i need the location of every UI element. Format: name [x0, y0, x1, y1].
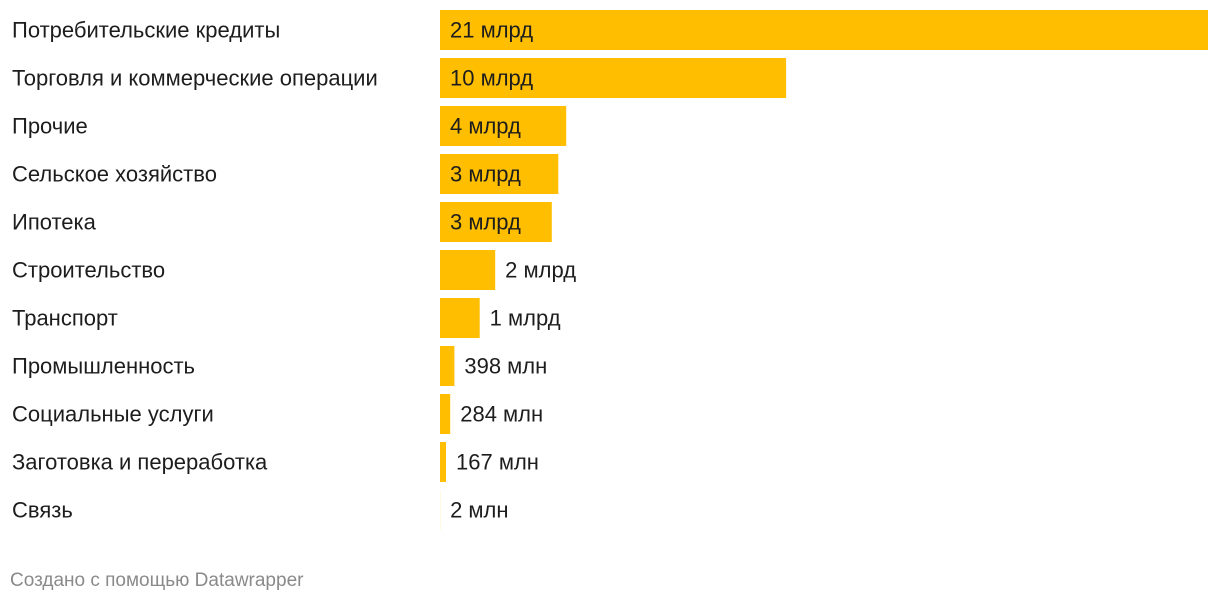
- value-label: 398 млн: [464, 354, 547, 379]
- category-label: Заготовка и переработка: [12, 450, 268, 475]
- datawrapper-credit[interactable]: Создано с помощью Datawrapper: [10, 570, 304, 591]
- bar[interactable]: [440, 298, 480, 338]
- bars: [440, 10, 1208, 530]
- value-label: 284 млн: [460, 402, 543, 427]
- value-labels: 21 млрд 10 млрд 4 млрд 3 млрд 3 млрд 2 млрд 1 …: [450, 18, 576, 523]
- category-label: Ипотека: [12, 210, 97, 235]
- value-label: 167 млн: [456, 450, 539, 475]
- category-label: Строительство: [12, 258, 165, 283]
- category-label: Сельское хозяйство: [12, 162, 217, 187]
- category-labels: Потребительские кредиты Торговля и коммер…: [12, 18, 378, 523]
- value-label: 10 млрд: [450, 66, 533, 91]
- value-label: 3 млрд: [450, 162, 521, 187]
- category-label: Потребительские кредиты: [12, 18, 280, 43]
- bar-chart: Потребительские кредиты Торговля и коммер…: [12, 10, 1208, 530]
- value-label: 3 млрд: [450, 210, 521, 235]
- value-label: 4 млрд: [450, 114, 521, 139]
- bar[interactable]: [440, 442, 446, 482]
- category-label: Социальные услуги: [12, 402, 214, 427]
- bar[interactable]: [440, 58, 787, 98]
- bar[interactable]: [440, 10, 1208, 50]
- value-label: 1 млрд: [490, 306, 561, 331]
- category-label: Прочие: [12, 114, 88, 139]
- bar[interactable]: [440, 154, 559, 194]
- category-label: Промышленность: [12, 354, 195, 379]
- bar[interactable]: [440, 346, 455, 386]
- bar[interactable]: [440, 106, 567, 146]
- bar[interactable]: [440, 202, 552, 242]
- category-label: Связь: [12, 498, 73, 523]
- category-label: Транспорт: [12, 306, 118, 331]
- category-label: Торговля и коммерческие операции: [12, 66, 378, 91]
- bar[interactable]: [440, 250, 496, 290]
- value-label: 21 млрд: [450, 18, 533, 43]
- value-label: 2 млн: [450, 498, 508, 523]
- value-label: 2 млрд: [505, 258, 576, 283]
- bar[interactable]: [440, 394, 451, 434]
